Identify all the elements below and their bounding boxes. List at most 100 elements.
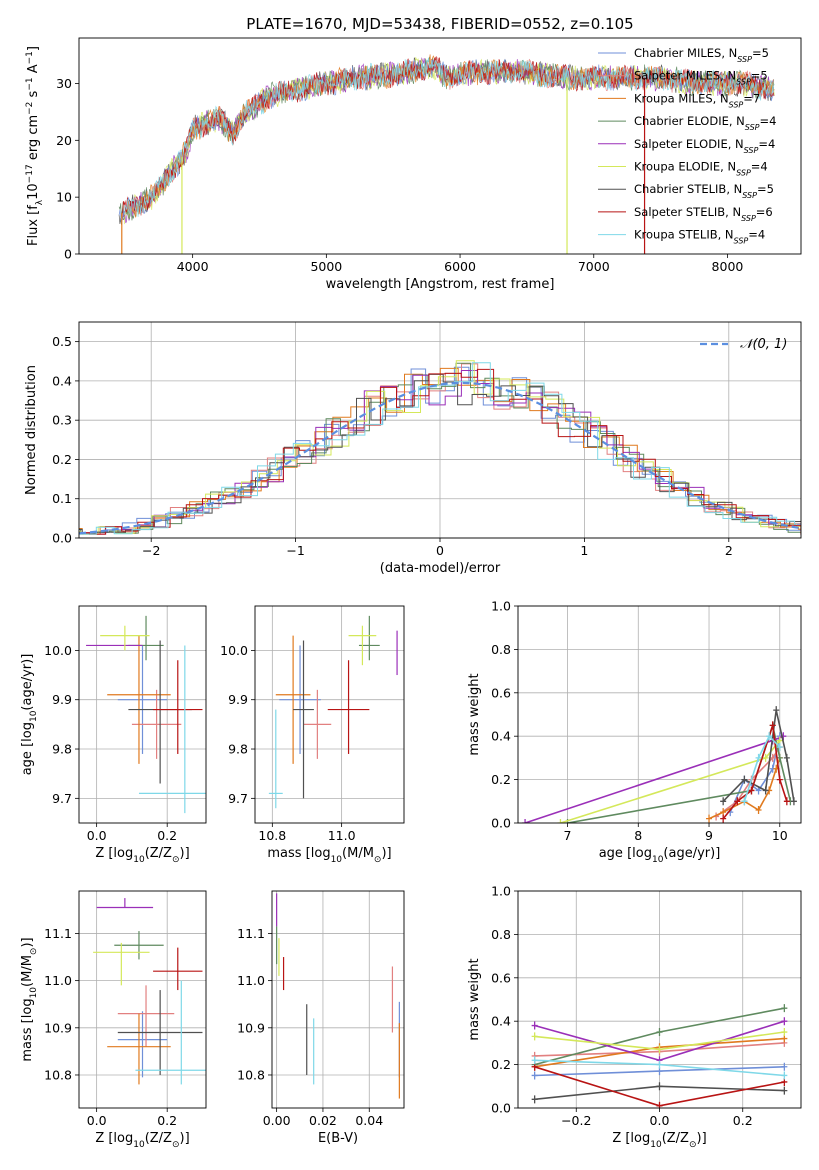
weight-marker xyxy=(656,1045,663,1054)
weight-marker xyxy=(741,775,748,784)
y-tick-label: 9.8 xyxy=(228,742,248,757)
x-tick-label: 0.0 xyxy=(650,1113,670,1128)
weight-marker xyxy=(762,753,769,762)
legend-label: Kroupa ELODIE, NSSP=4 xyxy=(634,160,768,178)
legend-label: Chabrier STELIB, NSSP=5 xyxy=(634,182,774,200)
y-tick-label: 0.3 xyxy=(52,413,72,428)
y-axis-label: mass weight xyxy=(467,673,482,755)
weight-marker xyxy=(748,786,755,795)
y-tick-label: 1.0 xyxy=(491,599,511,614)
weight-marker xyxy=(734,797,741,806)
errorbar-point xyxy=(131,689,182,759)
y-tick-label: 0.4 xyxy=(491,1014,511,1029)
x-axis-label: mass [log10(M/M⊙)] xyxy=(267,846,391,865)
y-tick-label: 10.8 xyxy=(44,1067,72,1082)
y-tick-label: 11.1 xyxy=(237,926,265,941)
errorbars xyxy=(276,893,400,1099)
errorbar-point xyxy=(303,689,332,759)
figure-title: PLATE=1670, MJD=53438, FIBERID=0552, z=0… xyxy=(246,15,633,33)
errorbar-point xyxy=(348,625,377,666)
weight-marker xyxy=(531,1095,538,1104)
weight-marker xyxy=(776,753,783,762)
y-axis-label: mass [log10(M/M⊙)] xyxy=(20,937,39,1061)
axes-frame xyxy=(78,37,802,255)
x-tick-label: 0.04 xyxy=(355,1113,383,1128)
weight-marker xyxy=(706,814,713,823)
histogram-series-3 xyxy=(79,362,801,534)
weight-marker xyxy=(776,743,783,752)
weight-marker xyxy=(755,805,762,814)
spectrum-series-5 xyxy=(124,57,775,225)
x-tick-label: 7 xyxy=(564,828,572,843)
panel-mass-vs-metallicity: 0.0 0.2 10.8 10.9 11.0 11.1 Z [log10(Z/Z⊙)] mas… xyxy=(20,890,207,1150)
x-tick-label: 5000 xyxy=(310,259,342,274)
weight-marker xyxy=(783,797,790,806)
weight-series-6 xyxy=(722,710,795,802)
y-axis-label: Flux [fλ10−17 erg cm−2 s−1 A−1] xyxy=(25,46,45,246)
normal-curve xyxy=(79,381,801,535)
weight-marker xyxy=(656,1082,663,1091)
weight-marker xyxy=(762,786,769,795)
histogram-series-0 xyxy=(79,366,801,534)
errorbar-point xyxy=(114,931,164,960)
weight-marker xyxy=(781,1071,788,1080)
errorbars xyxy=(268,615,398,809)
errorbar-point xyxy=(153,947,203,991)
x-axis-label: Z [log10(Z/Z⊙)] xyxy=(95,1131,189,1150)
y-tick-label: 0.0 xyxy=(491,816,511,831)
axes-frame xyxy=(254,605,405,824)
weight-marker xyxy=(755,753,762,762)
legend-normal-label: 𝒩(0, 1) xyxy=(740,337,787,352)
weight-marker xyxy=(656,1101,663,1108)
errorbar-point xyxy=(293,640,314,799)
x-tick-label: 9 xyxy=(705,828,713,843)
x-tick-label: −2 xyxy=(142,543,160,558)
weight-marker xyxy=(781,1028,788,1037)
x-tick-label: 1 xyxy=(580,543,588,558)
y-tick-label: 9.9 xyxy=(52,692,72,707)
weight-marker xyxy=(557,819,564,823)
y-tick-label: 10.9 xyxy=(44,1020,72,1035)
y-tick-label: 0.0 xyxy=(52,531,72,546)
x-tick-label: 6000 xyxy=(444,259,476,274)
y-tick-label: 11.0 xyxy=(237,973,265,988)
y-tick-label: 9.7 xyxy=(52,791,72,806)
x-tick-label: 0.00 xyxy=(263,1113,291,1128)
y-tick-label: 0 xyxy=(64,247,72,262)
errorbar-point xyxy=(327,660,370,754)
errorbar-point xyxy=(153,660,203,754)
panel-residuals: −2 −1 0 1 2 0.0 0.1 0.2 0.3 0.4 0.5 (data-model)/er… xyxy=(24,321,802,576)
y-axis-label: Normed distribution xyxy=(24,365,39,495)
y-tick-label: 0.8 xyxy=(491,642,511,657)
axes-frame xyxy=(517,605,802,824)
y-tick-label: 0.5 xyxy=(52,334,72,349)
weight-marker xyxy=(781,1062,788,1071)
x-tick-label: 10.8 xyxy=(258,828,286,843)
legend-label: Salpeter STELIB, NSSP=6 xyxy=(634,205,773,223)
histogram-series-7 xyxy=(79,368,801,535)
errorbar-point xyxy=(279,645,321,754)
x-tick-label: −0.2 xyxy=(561,1113,591,1128)
errorbar-point xyxy=(100,625,150,651)
weight-marker xyxy=(531,1021,538,1030)
y-tick-label: 0.0 xyxy=(491,1101,511,1116)
x-axis-label: wavelength [Angstrom, rest frame] xyxy=(326,277,555,292)
x-tick-label: 0.0 xyxy=(87,1113,107,1128)
weight-marker xyxy=(531,1056,538,1065)
axes-frame xyxy=(78,605,207,824)
y-tick-label: 9.9 xyxy=(228,692,248,707)
x-tick-label: 4000 xyxy=(177,259,209,274)
y-tick-label: 10.9 xyxy=(237,1020,265,1035)
panel-age-vs-mass: 10.8 11.0 9.7 9.8 9.9 10.0 mass [log10(M/M⊙)] xyxy=(220,605,405,865)
x-tick-label: 7000 xyxy=(578,259,610,274)
y-tick-label: 10.8 xyxy=(237,1067,265,1082)
x-tick-label: 8 xyxy=(634,828,642,843)
x-tick-label: 2 xyxy=(725,543,733,558)
x-axis-label: (data-model)/error xyxy=(380,561,501,576)
legend-label: Salpeter ELODIE, NSSP=4 xyxy=(634,137,775,155)
weight-marker xyxy=(720,814,727,823)
errorbar-point xyxy=(135,980,206,1085)
y-axis-label: mass weight xyxy=(467,958,482,1040)
